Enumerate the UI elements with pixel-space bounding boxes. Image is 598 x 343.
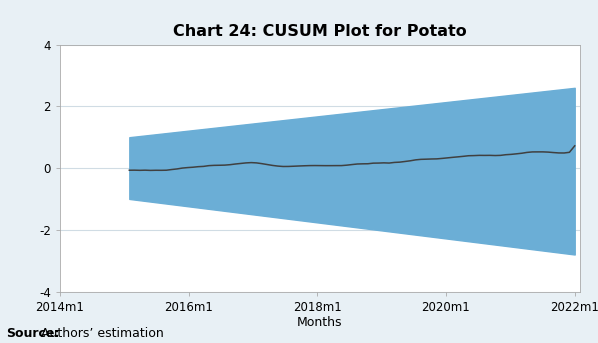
Text: Authors’ estimation: Authors’ estimation [37,327,164,340]
X-axis label: Months: Months [297,316,343,329]
Title: Chart 24: CUSUM Plot for Potato: Chart 24: CUSUM Plot for Potato [173,24,467,39]
Text: Source:: Source: [6,327,59,340]
